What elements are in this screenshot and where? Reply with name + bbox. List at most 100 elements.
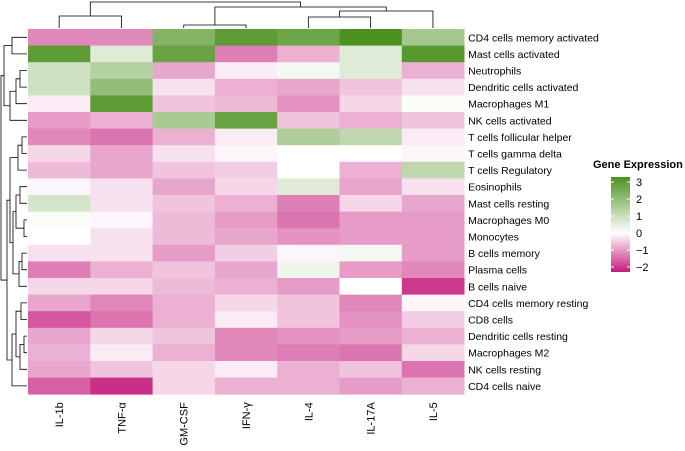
cell-plasma-cells-il-1b bbox=[28, 261, 91, 279]
cell-neutrophils-tnf bbox=[90, 62, 153, 80]
cell-monocytes-gm-csf bbox=[152, 228, 216, 246]
cell-nk-cells-resting-il-1b bbox=[28, 361, 91, 378]
cell-dendritic-cells-resting-il-4 bbox=[277, 327, 340, 345]
cell-dendritic-cells-resting-il-17a bbox=[339, 327, 403, 345]
legend-ticks: 3 2 1 0 −1 −2 bbox=[611, 177, 649, 274]
cell-eosinophils-il-4 bbox=[277, 178, 340, 196]
cell-t-cells-gamma-delta-ifn bbox=[214, 145, 278, 163]
col-dendro-branch-2 bbox=[183, 24, 247, 28]
cell-macrophages-m2-gm-csf bbox=[152, 344, 216, 362]
cell-macrophages-m2-il-5 bbox=[401, 344, 465, 362]
cell-t-cells-gamma-delta-il-4 bbox=[277, 145, 340, 163]
cell-t-cells-regulatory-ifn bbox=[214, 161, 278, 179]
row-labels: CD4 cells memory activated Mast cells act… bbox=[468, 32, 599, 393]
heatmap-cells bbox=[28, 29, 465, 395]
cell-macrophages-m1-il-1b bbox=[28, 95, 91, 113]
cell-dendritic-cells-resting-il-1b bbox=[28, 327, 91, 345]
row-label-cd4-cells-memory-activated: CD4 cells memory activated bbox=[468, 32, 599, 44]
row-label-cd4-cells-naive: CD4 cells naive bbox=[468, 381, 541, 393]
cell-cd8-cells-il-4 bbox=[277, 311, 340, 329]
cell-mast-cells-resting-ifn bbox=[214, 195, 278, 212]
cell-cd8-cells-il-1b bbox=[28, 311, 91, 329]
col-dendro-branch-6 bbox=[89, 1, 301, 16]
cell-cd4-cells-naive-il-1b bbox=[28, 377, 91, 395]
cell-plasma-cells-il-17a bbox=[339, 261, 403, 279]
cell-mast-cells-activated-il-1b bbox=[28, 45, 91, 63]
cell-cd8-cells-gm-csf bbox=[152, 311, 216, 329]
row-label-t-cells-regulatory: T cells Regulatory bbox=[468, 165, 553, 177]
cell-monocytes-il-5 bbox=[401, 228, 465, 246]
col-dendro-branch-3 bbox=[307, 16, 372, 28]
col-label-tnf: TNF-α bbox=[116, 402, 128, 434]
cell-t-cells-regulatory-il-1b bbox=[28, 161, 91, 179]
row-label-nk-cells-resting: NK cells resting bbox=[468, 364, 541, 376]
row-dendro-branch-15 bbox=[20, 302, 27, 320]
cell-neutrophils-il-17a bbox=[339, 62, 403, 80]
cell-dendritic-cells-activated-gm-csf bbox=[152, 78, 216, 96]
cell-nk-cells-resting-ifn bbox=[214, 361, 278, 378]
row-dendrogram bbox=[0, 36, 27, 387]
col-dendro-branch-1 bbox=[58, 15, 122, 28]
cell-b-cells-naive-il-5 bbox=[401, 278, 465, 295]
cell-neutrophils-ifn bbox=[214, 62, 278, 80]
col-dendro-branch-4 bbox=[339, 10, 434, 28]
cell-neutrophils-gm-csf bbox=[152, 62, 216, 80]
cell-nk-cells-resting-il-4 bbox=[277, 361, 340, 378]
cell-dendritic-cells-activated-tnf bbox=[90, 78, 153, 96]
cell-nk-cells-activated-il-1b bbox=[28, 112, 91, 129]
cell-cd8-cells-il-5 bbox=[401, 311, 465, 329]
cell-t-cells-gamma-delta-gm-csf bbox=[152, 145, 216, 163]
cell-macrophages-m1-tnf bbox=[90, 95, 153, 113]
cell-nk-cells-resting-gm-csf bbox=[152, 361, 216, 378]
cell-plasma-cells-tnf bbox=[90, 261, 153, 279]
cell-macrophages-m0-il-1b bbox=[28, 211, 91, 229]
cell-b-cells-naive-tnf bbox=[90, 278, 153, 295]
cell-t-cells-gamma-delta-tnf bbox=[90, 145, 153, 163]
row-label-nk-cells-activated: NK cells activated bbox=[468, 115, 552, 127]
cell-dendritic-cells-activated-il-17a bbox=[339, 78, 403, 96]
col-label-il-5: IL-5 bbox=[428, 402, 440, 421]
cell-nk-cells-resting-il-17a bbox=[339, 361, 403, 378]
cell-eosinophils-il-17a bbox=[339, 178, 403, 196]
row-label-b-cells-memory: B cells memory bbox=[468, 248, 541, 260]
row-label-dendritic-cells-activated: Dendritic cells activated bbox=[468, 82, 578, 94]
cell-mast-cells-resting-il-4 bbox=[277, 195, 340, 212]
cell-macrophages-m1-il-4 bbox=[277, 95, 340, 113]
row-label-neutrophils: Neutrophils bbox=[468, 66, 521, 78]
row-dendro-branch-19 bbox=[11, 333, 27, 387]
row-dendro-branch-12 bbox=[18, 261, 27, 287]
cell-mast-cells-activated-tnf bbox=[90, 45, 153, 63]
cell-cd4-cells-memory-activated-tnf bbox=[90, 29, 153, 46]
cell-mast-cells-resting-il-1b bbox=[28, 195, 91, 212]
legend-tick-label: 3 bbox=[636, 177, 642, 189]
cell-b-cells-memory-il-4 bbox=[277, 244, 340, 262]
col-dendro-branch-5 bbox=[214, 6, 387, 25]
cell-macrophages-m1-il-5 bbox=[401, 95, 465, 113]
row-label-monocytes: Monocytes bbox=[468, 232, 519, 244]
row-dendro-branch-17 bbox=[19, 344, 27, 370]
cell-t-cells-gamma-delta-il-1b bbox=[28, 145, 91, 163]
cell-dendritic-cells-activated-ifn bbox=[214, 78, 278, 96]
cell-cd4-cells-memory-resting-il-4 bbox=[277, 294, 340, 312]
cell-cd4-cells-memory-activated-gm-csf bbox=[152, 29, 216, 46]
cell-mast-cells-activated-ifn bbox=[214, 45, 278, 63]
row-label-cd8-cells: CD8 cells bbox=[468, 315, 513, 327]
col-label-il-1b: IL-1b bbox=[54, 402, 66, 427]
col-label-ifn: IFN-γ bbox=[241, 402, 253, 429]
cell-neutrophils-il-1b bbox=[28, 62, 91, 80]
cell-eosinophils-gm-csf bbox=[152, 178, 216, 196]
cell-nk-cells-activated-il-17a bbox=[339, 112, 403, 129]
cell-b-cells-memory-gm-csf bbox=[152, 244, 216, 262]
cell-b-cells-naive-gm-csf bbox=[152, 278, 216, 295]
cell-t-cells-follicular-helper-il-4 bbox=[277, 128, 340, 146]
cell-b-cells-memory-il-1b bbox=[28, 244, 91, 262]
cell-dendritic-cells-activated-il-1b bbox=[28, 78, 91, 96]
cell-plasma-cells-ifn bbox=[214, 261, 278, 279]
row-dendro-branch-7 bbox=[17, 144, 27, 171]
row-dendro-branch-2 bbox=[19, 70, 27, 88]
row-label-mast-cells-activated: Mast cells activated bbox=[468, 49, 560, 61]
legend-tick-label: −1 bbox=[636, 245, 649, 257]
col-label-il-4: IL-4 bbox=[303, 402, 315, 421]
row-label-macrophages-m1: Macrophages M1 bbox=[468, 99, 549, 111]
